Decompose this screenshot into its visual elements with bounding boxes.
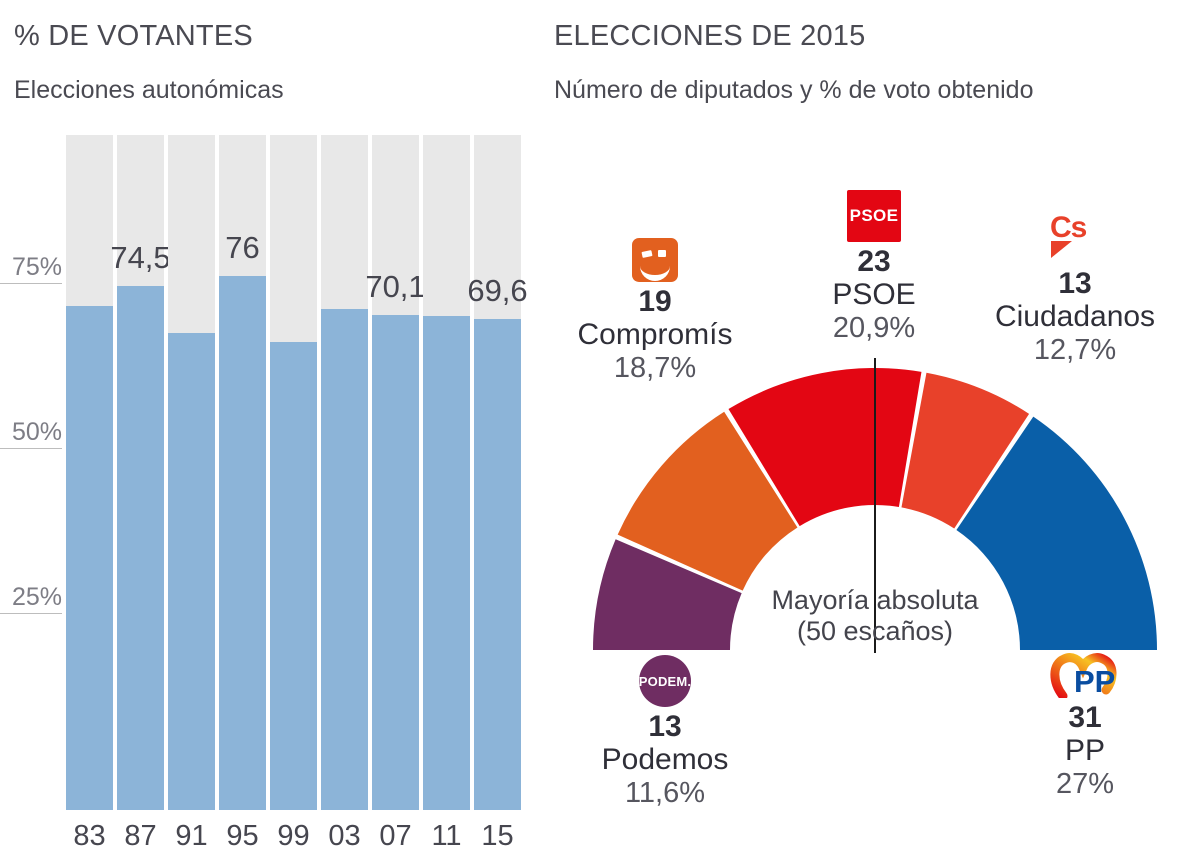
bar-fill-91[interactable] bbox=[168, 332, 215, 810]
parliament-hemicycle: Mayoría absoluta (50 escaños) 19 Comprom… bbox=[540, 0, 1200, 851]
y-gridline-2 bbox=[0, 613, 62, 614]
bar-fill-83[interactable] bbox=[66, 306, 113, 810]
bar-track-95[interactable] bbox=[219, 135, 266, 810]
left-panel-kicker: % DE VOTANTES bbox=[14, 20, 253, 52]
turnout-bar-chart: 75% 50% 25% 83 74,5 87 91 76 95 99 03 70,1 07 11 69,6… bbox=[0, 0, 540, 852]
party-pct-compromis: 18,7% bbox=[613, 351, 697, 384]
bar-track-07[interactable] bbox=[372, 135, 419, 810]
x-axis-tick-15: 15 bbox=[481, 820, 514, 852]
party-block-ciudadanos[interactable]: Cs 13 Ciudadanos 12,7% bbox=[950, 211, 1200, 366]
bar-track-15[interactable] bbox=[474, 135, 521, 810]
y-axis-label-2: 25% bbox=[11, 583, 62, 611]
party-seats-pp: 31 bbox=[1068, 701, 1102, 734]
x-axis-tick-87: 87 bbox=[124, 820, 157, 852]
party-seats-ciudadanos: 13 bbox=[1058, 267, 1092, 300]
hemicycle-svg bbox=[593, 367, 1157, 650]
compromis-logo bbox=[632, 238, 678, 282]
hemicycle-segment-comproms[interactable] bbox=[617, 411, 798, 591]
bar-fill-03[interactable] bbox=[321, 309, 368, 810]
cs-logo-text: Cs bbox=[1050, 211, 1087, 244]
bar-fill-99[interactable] bbox=[270, 342, 317, 810]
podemos-logo-text: PODEM. bbox=[638, 673, 692, 689]
party-name-compromis: Compromís bbox=[577, 318, 733, 352]
seats-panel: ELECCIONES DE 2015 Número de diputados y… bbox=[540, 0, 1200, 851]
bar-fill-87[interactable] bbox=[117, 286, 164, 810]
right-panel-kicker: ELECCIONES DE 2015 bbox=[554, 20, 866, 52]
bar-fill-07[interactable] bbox=[372, 315, 419, 810]
bar-track-03[interactable] bbox=[321, 135, 368, 810]
party-pct-pp: 27% bbox=[1055, 767, 1115, 800]
right-panel-subtitle: Número de diputados y % de voto obtenido bbox=[554, 76, 1034, 104]
party-block-compromis[interactable]: 19 Compromís 18,7% bbox=[540, 238, 770, 384]
bar-value-87: 74,5 bbox=[110, 240, 171, 276]
x-axis-tick-11: 11 bbox=[431, 820, 462, 852]
podemos-logo: PODEM. bbox=[639, 655, 691, 707]
bar-track-11[interactable] bbox=[423, 135, 470, 810]
psoe-logo: PSOE bbox=[847, 190, 901, 242]
party-seats-compromis: 19 bbox=[638, 285, 672, 318]
bar-track-83[interactable] bbox=[66, 135, 113, 810]
hemicycle-segment-psoe[interactable] bbox=[728, 367, 922, 527]
y-axis-label-0: 75% bbox=[11, 253, 62, 281]
bar-track-87[interactable] bbox=[117, 135, 164, 810]
hemicycle-segment-pp[interactable] bbox=[956, 416, 1157, 650]
party-name-pp: PP bbox=[1064, 734, 1106, 768]
bar-value-15: 69,6 bbox=[467, 272, 528, 308]
party-name-psoe: PSOE bbox=[832, 278, 916, 312]
absolute-majority-label: Mayoría absoluta (50 escaños) bbox=[755, 585, 995, 648]
y-gridline-0 bbox=[0, 283, 62, 284]
hemicycle-segment-ciudadanos[interactable] bbox=[901, 372, 1030, 529]
pp-logo: PP bbox=[1050, 652, 1120, 701]
party-seats-psoe: 23 bbox=[857, 245, 891, 278]
bar-value-95: 76 bbox=[225, 230, 260, 266]
bar-track-99[interactable] bbox=[270, 135, 317, 810]
bar-track-91[interactable] bbox=[168, 135, 215, 810]
party-name-podemos: Podemos bbox=[601, 743, 729, 777]
cs-flag-icon bbox=[1051, 241, 1072, 258]
cs-logo: Cs bbox=[1046, 211, 1104, 264]
pp-logo-svg: PP bbox=[1050, 653, 1117, 701]
bar-fill-11[interactable] bbox=[423, 316, 470, 810]
x-axis-tick-95: 95 bbox=[226, 820, 259, 852]
bar-fill-95[interactable] bbox=[219, 276, 266, 810]
party-block-psoe[interactable]: PSOE 23 PSOE 20,9% bbox=[764, 190, 984, 344]
svg-text:PP: PP bbox=[1074, 664, 1115, 698]
x-axis-tick-07: 07 bbox=[379, 820, 412, 852]
party-seats-podemos: 13 bbox=[648, 710, 682, 743]
y-gridline-1 bbox=[0, 448, 62, 449]
majority-line-2: (50 escaños) bbox=[796, 616, 954, 647]
y-axis-label-1: 50% bbox=[11, 418, 62, 446]
left-panel-subtitle: Elecciones autonómicas bbox=[14, 76, 284, 104]
hemicycle-segment-podemos[interactable] bbox=[593, 539, 742, 650]
voter-turnout-panel: % DE VOTANTES Elecciones autonómicas 75%… bbox=[0, 0, 540, 852]
x-axis-tick-03: 03 bbox=[328, 820, 361, 852]
bar-fill-15[interactable] bbox=[474, 318, 521, 810]
absolute-majority-line bbox=[874, 358, 876, 653]
party-block-podemos[interactable]: PODEM. 13 Podemos 11,6% bbox=[550, 655, 780, 809]
party-pct-podemos: 11,6% bbox=[624, 776, 706, 809]
psoe-logo-text: PSOE bbox=[849, 206, 899, 225]
party-block-pp[interactable]: PP 31 PP 27% bbox=[970, 652, 1200, 800]
party-name-ciudadanos: Ciudadanos bbox=[994, 300, 1156, 334]
majority-line-1: Mayoría absoluta bbox=[771, 585, 979, 615]
bar-value-07: 70,1 bbox=[365, 269, 426, 305]
party-pct-psoe: 20,9% bbox=[832, 311, 916, 344]
x-axis-tick-83: 83 bbox=[73, 820, 106, 852]
x-axis-tick-91: 91 bbox=[175, 820, 208, 852]
party-pct-ciudadanos: 12,7% bbox=[1033, 333, 1117, 366]
x-axis-tick-99: 99 bbox=[277, 820, 310, 852]
